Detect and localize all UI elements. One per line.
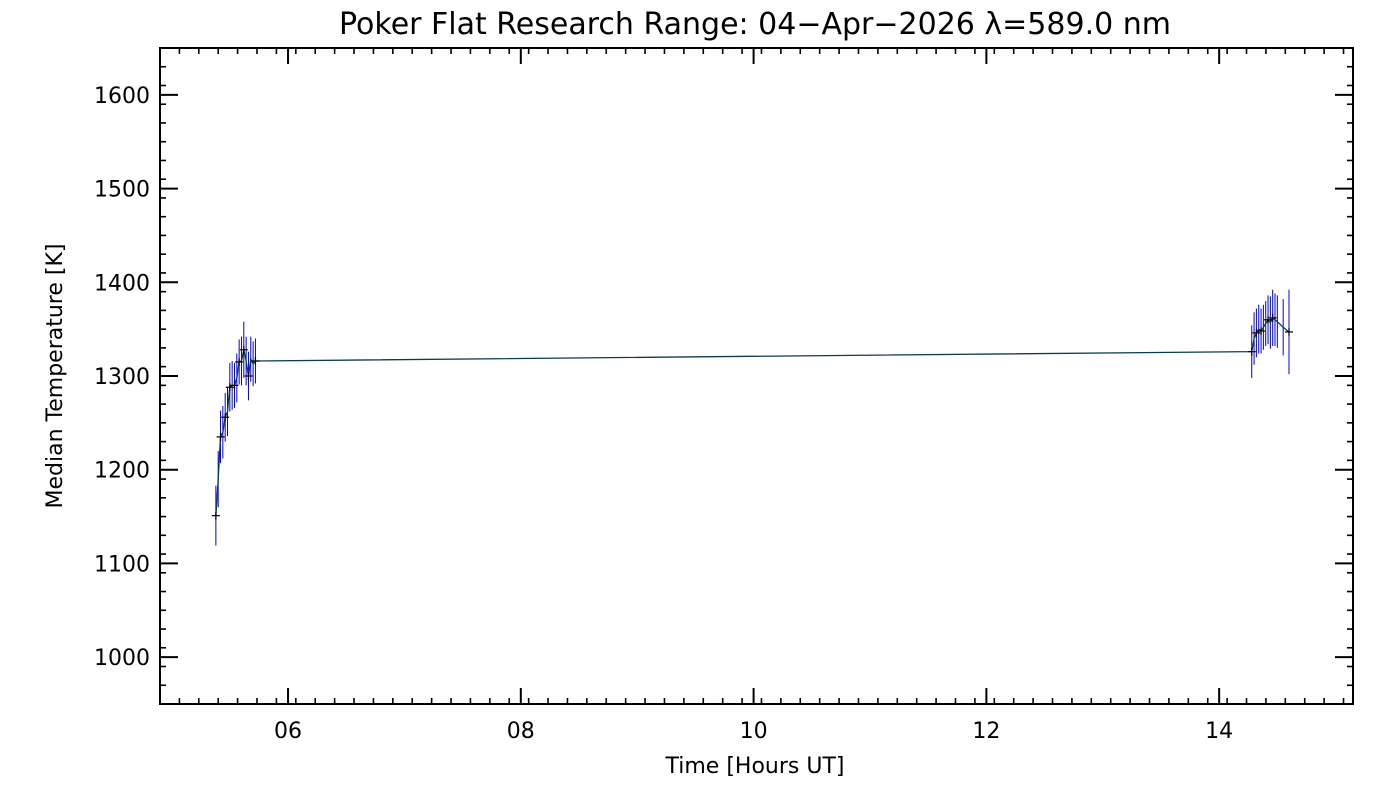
y-tick-label: 1000 <box>94 646 150 671</box>
series-layer <box>211 289 1293 546</box>
y-tick-label: 1500 <box>94 178 150 203</box>
y-tick-label: 1400 <box>94 271 150 296</box>
plot-frame <box>159 47 1354 705</box>
x-tick-label: 08 <box>507 719 535 744</box>
y-tick-label: 1600 <box>94 84 150 109</box>
y-tick-label: 1100 <box>94 552 150 577</box>
series-line <box>215 316 1290 516</box>
chart-title: Poker Flat Research Range: 04−Apr−2026 λ… <box>339 7 1171 42</box>
ticks-layer <box>160 48 1353 704</box>
x-tick-label: 10 <box>740 719 768 744</box>
x-tick-label: 14 <box>1205 719 1233 744</box>
y-axis-label: Median Temperature [K] <box>43 244 68 509</box>
y-tick-label: 1200 <box>94 459 150 484</box>
y-tick-label: 1300 <box>94 365 150 390</box>
tick-labels-layer: 06 08 10 12 14 1000 1100 1200 1300 1400 1500 1600 <box>94 84 1233 744</box>
x-axis-label: Time [Hours UT] <box>665 754 845 779</box>
x-tick-label: 12 <box>972 719 1000 744</box>
x-tick-label: 06 <box>274 719 302 744</box>
